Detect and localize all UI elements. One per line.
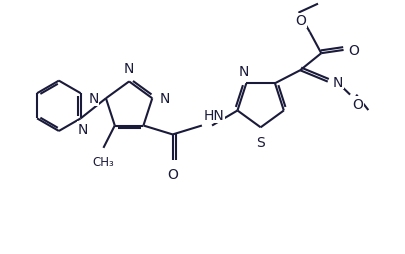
Text: N: N: [124, 62, 134, 76]
Text: O: O: [347, 44, 358, 58]
Text: O: O: [351, 97, 362, 111]
Text: O: O: [294, 14, 305, 28]
Text: O: O: [167, 167, 178, 181]
Text: HN: HN: [203, 109, 224, 123]
Text: S: S: [256, 135, 264, 149]
Text: N: N: [239, 65, 249, 79]
Text: N: N: [332, 75, 342, 89]
Text: N: N: [88, 92, 98, 106]
Text: CH₃: CH₃: [92, 155, 114, 168]
Text: N: N: [77, 122, 87, 136]
Text: N: N: [159, 92, 170, 106]
